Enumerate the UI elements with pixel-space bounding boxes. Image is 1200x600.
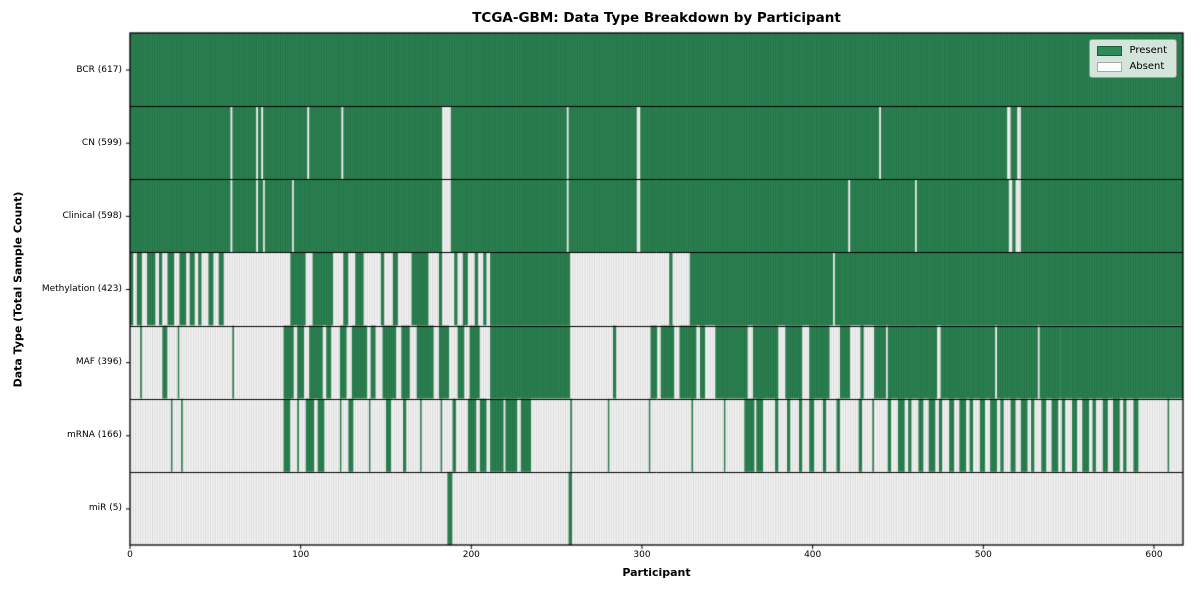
y-tick-label-Clinical: Clinical (598) bbox=[62, 210, 122, 221]
legend: Present Absent bbox=[1089, 39, 1177, 78]
x-tick-label: 500 bbox=[974, 550, 992, 560]
x-tick-label: 200 bbox=[462, 550, 480, 560]
y-tick-label-CN: CN (599) bbox=[81, 137, 122, 148]
legend-present-label: Present bbox=[1129, 45, 1167, 56]
legend-absent-label: Absent bbox=[1129, 61, 1165, 72]
x-tick-label: 100 bbox=[292, 550, 310, 560]
y-tick-label-mRNA: mRNA (166) bbox=[67, 430, 122, 441]
x-axis-label: Participant bbox=[622, 566, 691, 579]
y-tick-label-MAF: MAF (396) bbox=[75, 357, 122, 368]
y-tick-label-miR: miR (5) bbox=[88, 503, 122, 514]
absent-swatch-icon bbox=[1097, 61, 1123, 72]
legend-item-present: Present bbox=[1097, 45, 1167, 56]
y-tick-label-BCR: BCR (617) bbox=[76, 64, 122, 75]
x-tick-label: 0 bbox=[127, 550, 133, 560]
x-tick-label: 400 bbox=[804, 550, 822, 560]
x-tick-label: 300 bbox=[633, 550, 651, 560]
legend-item-absent: Absent bbox=[1097, 61, 1167, 72]
y-tick-label-Methylation: Methylation (423) bbox=[41, 284, 122, 294]
present-swatch-icon bbox=[1097, 45, 1123, 56]
x-tick-label: 600 bbox=[1145, 550, 1163, 560]
chart-title: TCGA-GBM: Data Type Breakdown by Partici… bbox=[472, 10, 841, 26]
